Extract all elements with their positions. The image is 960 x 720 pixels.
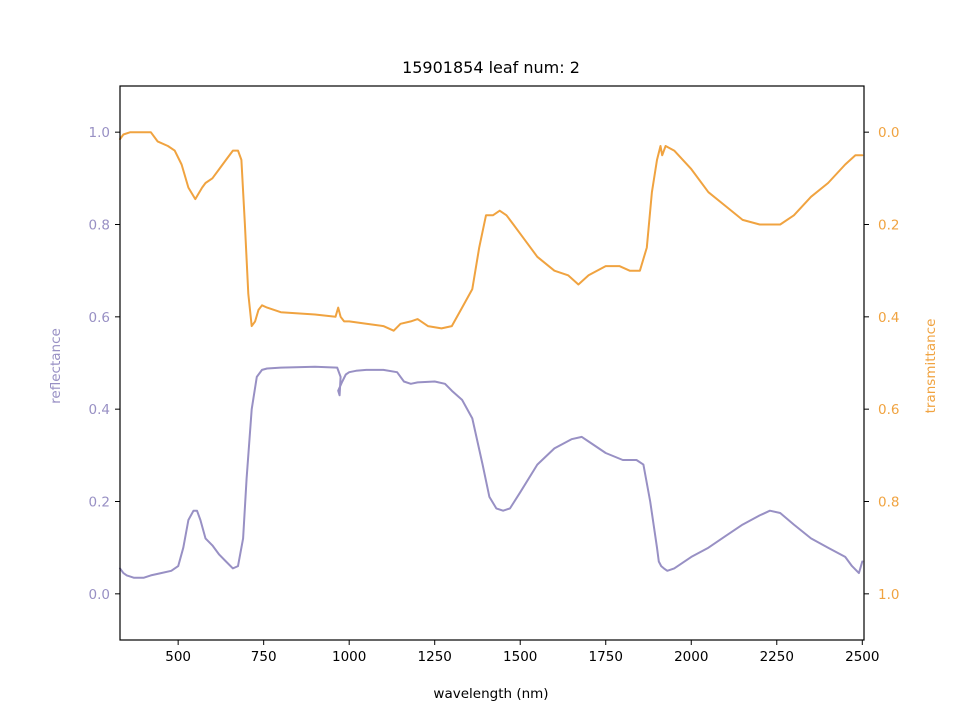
left-tick-label: 0.0	[89, 587, 110, 603]
right-tick-label: 1.0	[878, 587, 899, 603]
left-tick-label: 0.8	[89, 218, 110, 234]
right-tick-label: 0.4	[878, 310, 899, 326]
x-axis-label: wavelength (nm)	[433, 686, 548, 702]
x-axis-ticks: 500 750 1000 1250 1500 1750 2000 2250 2500	[165, 640, 879, 665]
transmittance-series-line	[119, 131, 864, 332]
right-tick-label: 0.8	[878, 495, 899, 511]
left-tick-label: 1.0	[89, 125, 110, 141]
x-tick-label: 1250	[418, 649, 452, 665]
x-tick-label: 2250	[760, 649, 794, 665]
x-tick-label: 1000	[332, 649, 366, 665]
right-axis-label: transmittance	[923, 319, 939, 414]
left-axis-ticks: 0.0 0.2 0.4 0.6 0.8 1.0	[89, 125, 120, 603]
reflectance-series-line	[119, 365, 864, 579]
left-tick-label: 0.2	[89, 495, 110, 511]
x-tick-label: 2000	[674, 649, 708, 665]
left-tick-label: 0.4	[89, 402, 110, 418]
x-tick-label: 1500	[503, 649, 537, 665]
x-tick-label: 2500	[845, 649, 879, 665]
right-tick-label: 0.2	[878, 218, 899, 234]
x-tick-label: 1750	[589, 649, 623, 665]
left-tick-label: 0.6	[89, 310, 110, 326]
right-tick-label: 0.0	[878, 125, 899, 141]
x-tick-label: 750	[251, 649, 277, 665]
right-axis-ticks: 0.0 0.2 0.4 0.6 0.8 1.0	[864, 125, 899, 603]
chart-title: 15901854 leaf num: 2	[402, 58, 580, 77]
right-tick-label: 0.6	[878, 402, 899, 418]
x-tick-label: 500	[165, 649, 191, 665]
series-group	[119, 131, 864, 579]
plot-frame	[119, 85, 865, 641]
left-axis-label: reflectance	[48, 328, 64, 404]
